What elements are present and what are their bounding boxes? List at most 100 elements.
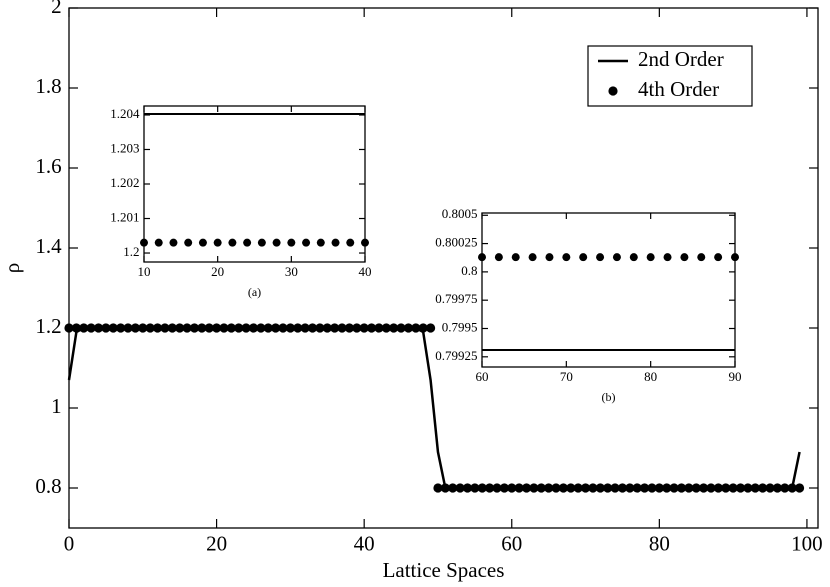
- marker: [580, 483, 591, 493]
- marker: [663, 253, 672, 262]
- marker: [116, 323, 126, 333]
- marker: [612, 253, 621, 262]
- marker: [315, 323, 325, 333]
- marker: [691, 483, 701, 493]
- x-tick-label: 90: [729, 369, 742, 384]
- y-tick-label: 0.79925: [435, 348, 477, 363]
- marker: [440, 483, 450, 493]
- x-tick-label: 40: [359, 264, 372, 279]
- marker: [248, 323, 259, 333]
- marker: [511, 253, 520, 262]
- marker: [684, 483, 694, 493]
- marker: [108, 323, 118, 333]
- y-tick-label: 0.8: [35, 474, 61, 498]
- y-tick-label: 1.2: [123, 244, 139, 259]
- marker: [647, 483, 657, 493]
- marker: [551, 483, 561, 493]
- marker: [64, 323, 74, 333]
- marker: [536, 483, 546, 493]
- marker: [145, 323, 155, 333]
- marker: [86, 323, 96, 333]
- marker: [307, 323, 318, 333]
- y-tick-label: 1.4: [35, 234, 62, 258]
- marker: [257, 238, 266, 247]
- marker: [544, 483, 554, 493]
- marker: [462, 483, 473, 493]
- marker: [138, 323, 148, 333]
- marker: [123, 323, 133, 333]
- marker: [470, 483, 480, 493]
- marker: [669, 483, 679, 493]
- x-tick-label: 70: [560, 369, 573, 384]
- marker: [182, 323, 192, 333]
- marker: [331, 238, 340, 247]
- marker: [71, 323, 81, 333]
- marker: [293, 323, 303, 333]
- legend: [587, 45, 753, 107]
- x-tick-label: 80: [649, 532, 670, 556]
- marker: [662, 483, 672, 493]
- y-axis-label: ρ: [0, 263, 24, 273]
- marker: [219, 323, 229, 333]
- marker: [263, 323, 273, 333]
- marker: [256, 323, 266, 333]
- y-tick-label: 1.6: [35, 154, 61, 178]
- marker: [213, 238, 222, 247]
- marker: [381, 323, 391, 333]
- marker: [639, 483, 650, 493]
- marker: [93, 323, 104, 333]
- marker: [455, 483, 465, 493]
- marker: [197, 323, 207, 333]
- y-tick-label: 1: [51, 394, 62, 418]
- x-tick-label: 60: [501, 532, 522, 556]
- x-tick-label: 60: [476, 369, 489, 384]
- marker: [514, 483, 524, 493]
- y-tick-label: 0.8: [461, 263, 477, 278]
- marker: [241, 323, 251, 333]
- marker: [302, 238, 311, 247]
- marker: [743, 483, 753, 493]
- marker: [499, 483, 509, 493]
- marker: [184, 238, 193, 247]
- marker: [344, 323, 355, 333]
- marker: [366, 323, 377, 333]
- marker: [322, 323, 332, 333]
- x-tick-label: 30: [285, 264, 298, 279]
- marker: [330, 323, 340, 333]
- x-tick-label: 0: [64, 532, 75, 556]
- y-tick-label: 1.201: [110, 209, 139, 224]
- marker: [411, 323, 421, 333]
- y-tick-label: 0.7995: [442, 319, 478, 334]
- marker: [160, 323, 170, 333]
- marker: [130, 323, 141, 333]
- marker: [448, 483, 458, 493]
- marker: [579, 253, 588, 262]
- plot-area: [481, 212, 736, 368]
- marker: [374, 323, 384, 333]
- x-axis-label: Lattice Spaces: [383, 558, 505, 582]
- marker: [433, 483, 443, 493]
- marker: [152, 323, 163, 333]
- x-tick-label: 100: [791, 532, 823, 556]
- marker: [169, 238, 178, 247]
- marker: [573, 483, 583, 493]
- marker: [154, 238, 163, 247]
- legend-label: 4th Order: [638, 77, 719, 101]
- marker: [226, 323, 236, 333]
- y-tick-label: 1.202: [110, 175, 139, 190]
- marker: [243, 238, 252, 247]
- marker: [529, 483, 539, 493]
- marker: [492, 483, 502, 493]
- marker: [558, 483, 569, 493]
- marker: [228, 238, 237, 247]
- marker: [654, 483, 664, 493]
- marker: [610, 483, 620, 493]
- y-tick-label: 0.8005: [442, 206, 478, 221]
- marker: [418, 323, 428, 333]
- legend-label: 2nd Order: [638, 47, 724, 71]
- marker: [714, 253, 723, 262]
- marker: [316, 238, 325, 247]
- marker: [596, 253, 605, 262]
- marker: [485, 483, 495, 493]
